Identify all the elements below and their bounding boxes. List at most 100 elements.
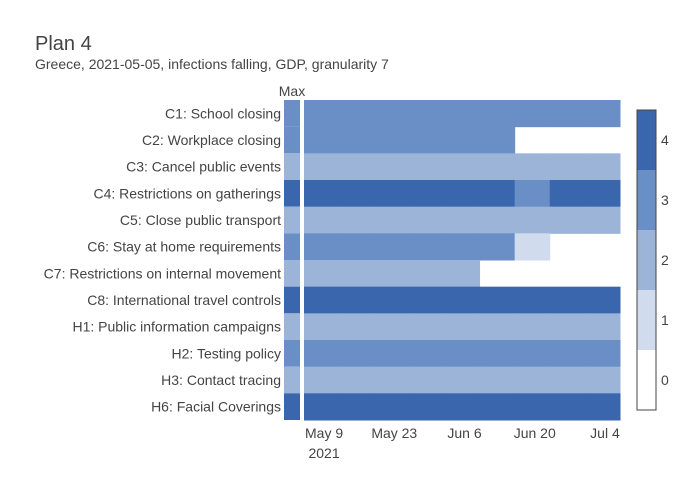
row-label: C5: Close public transport	[120, 212, 281, 228]
heatmap-cell	[304, 233, 340, 261]
heatmap-cell	[374, 180, 410, 208]
heatmap-cell	[444, 206, 481, 234]
heatmap-cell	[304, 126, 340, 154]
max-cell	[284, 233, 300, 260]
heatmap-cell	[479, 286, 516, 314]
heatmap-cell	[304, 260, 340, 288]
heatmap-cell	[444, 100, 481, 128]
row-label: C1: School closing	[165, 105, 281, 121]
heatmap-cell	[444, 366, 481, 394]
max-cell	[284, 393, 300, 420]
heatmap-cell	[409, 366, 445, 394]
colorbar-tick-label: 3	[661, 192, 669, 208]
row-label: C7: Restrictions on internal movement	[44, 265, 281, 281]
heatmap-cell	[479, 393, 516, 421]
heatmap-cell	[304, 340, 340, 368]
heatmap-cell	[444, 233, 481, 261]
heatmap-cell	[374, 100, 410, 128]
row-label: C4: Restrictions on gatherings	[93, 185, 281, 201]
x-tick-label: Jul 4	[590, 425, 620, 441]
heatmap-cell	[409, 233, 445, 261]
heatmap-cell	[444, 340, 481, 368]
heatmap-cell	[409, 340, 445, 368]
row-label: C6: Stay at home requirements	[87, 239, 281, 255]
heatmap-cell	[584, 393, 621, 421]
heatmap-cell	[374, 286, 410, 314]
max-column-label: Max	[279, 83, 305, 99]
heatmap-cell	[444, 126, 481, 154]
heatmap-cell	[374, 313, 410, 341]
heatmap-cell	[339, 100, 375, 128]
heatmap-cell	[549, 180, 586, 208]
colorbar-segment	[637, 350, 656, 410]
max-cell	[284, 340, 300, 367]
heatmap-cell	[549, 286, 586, 314]
heatmap-cell	[409, 153, 445, 181]
colorbar-outline	[636, 109, 657, 411]
heatmap-cell	[514, 153, 551, 181]
heatmap-cell	[304, 393, 340, 421]
max-cell	[284, 206, 300, 234]
heatmap-cell	[304, 286, 340, 314]
heatmap-cell	[409, 100, 445, 128]
heatmap-cell	[479, 366, 516, 394]
heatmap-cell	[479, 153, 516, 181]
heatmap-cell	[479, 340, 516, 368]
heatmap-cell	[514, 286, 551, 314]
x-tick-label: May 9	[305, 425, 343, 441]
heatmap-cell	[444, 153, 481, 181]
max-cell	[284, 100, 300, 127]
heatmap-cells	[304, 100, 621, 421]
x-axis-ticks: May 9 2021 May 23 Jun 6 Jun 20 Jul 4	[305, 425, 620, 461]
x-tick-label: Jun 6	[447, 425, 481, 441]
row-label: H2: Testing policy	[172, 345, 281, 361]
heatmap-cell	[549, 393, 586, 421]
heatmap-cell	[339, 260, 375, 288]
heatmap-cell	[339, 206, 375, 234]
heatmap-cell	[444, 393, 481, 421]
heatmap-cell	[514, 393, 551, 421]
heatmap-cell	[374, 233, 410, 261]
heatmap-cell	[514, 233, 551, 261]
x-tick-label: Jun 20	[514, 425, 556, 441]
max-cell	[284, 260, 300, 287]
row-labels: C1: School closing C2: Workplace closing C…	[44, 105, 281, 414]
chart-title: Plan 4	[35, 33, 92, 55]
heatmap-cell	[514, 340, 551, 368]
colorbar-tick-label: 4	[661, 132, 669, 148]
heatmap-cell	[374, 340, 410, 368]
heatmap-cell	[409, 393, 445, 421]
x-tick-sublabel: 2021	[308, 445, 339, 461]
heatmap-cell	[514, 313, 551, 341]
heatmap-cell	[409, 180, 445, 208]
heatmap-cell	[409, 126, 445, 154]
heatmap-cell	[339, 313, 375, 341]
heatmap-cell	[584, 153, 621, 181]
row-label: H6: Facial Coverings	[151, 399, 281, 415]
heatmap-cell	[549, 100, 586, 128]
heatmap-cell	[339, 393, 375, 421]
heatmap-cell	[479, 233, 516, 261]
heatmap-cell	[584, 340, 621, 368]
heatmap-cell	[444, 260, 481, 288]
heatmap-cell	[374, 260, 410, 288]
heatmap-cell	[339, 153, 375, 181]
max-cell	[284, 180, 300, 207]
heatmap-cell	[304, 180, 340, 208]
max-cell	[284, 313, 300, 340]
heatmap-cell	[374, 153, 410, 181]
row-label: H3: Contact tracing	[161, 372, 281, 388]
max-cell	[284, 153, 300, 180]
heatmap-cell	[339, 366, 375, 394]
heatmap-cell	[514, 180, 551, 208]
heatmap-cell	[584, 206, 621, 234]
chart-subtitle: Greece, 2021-05-05, infections falling, …	[35, 56, 389, 72]
heatmap-cell	[409, 286, 445, 314]
row-label: C2: Workplace closing	[142, 132, 281, 148]
heatmap-cell	[479, 206, 516, 234]
heatmap-cell	[374, 393, 410, 421]
heatmap-cell	[479, 126, 516, 154]
colorbar: 0 1 2 3 4	[636, 109, 669, 411]
row-label: C8: International travel controls	[87, 292, 281, 308]
